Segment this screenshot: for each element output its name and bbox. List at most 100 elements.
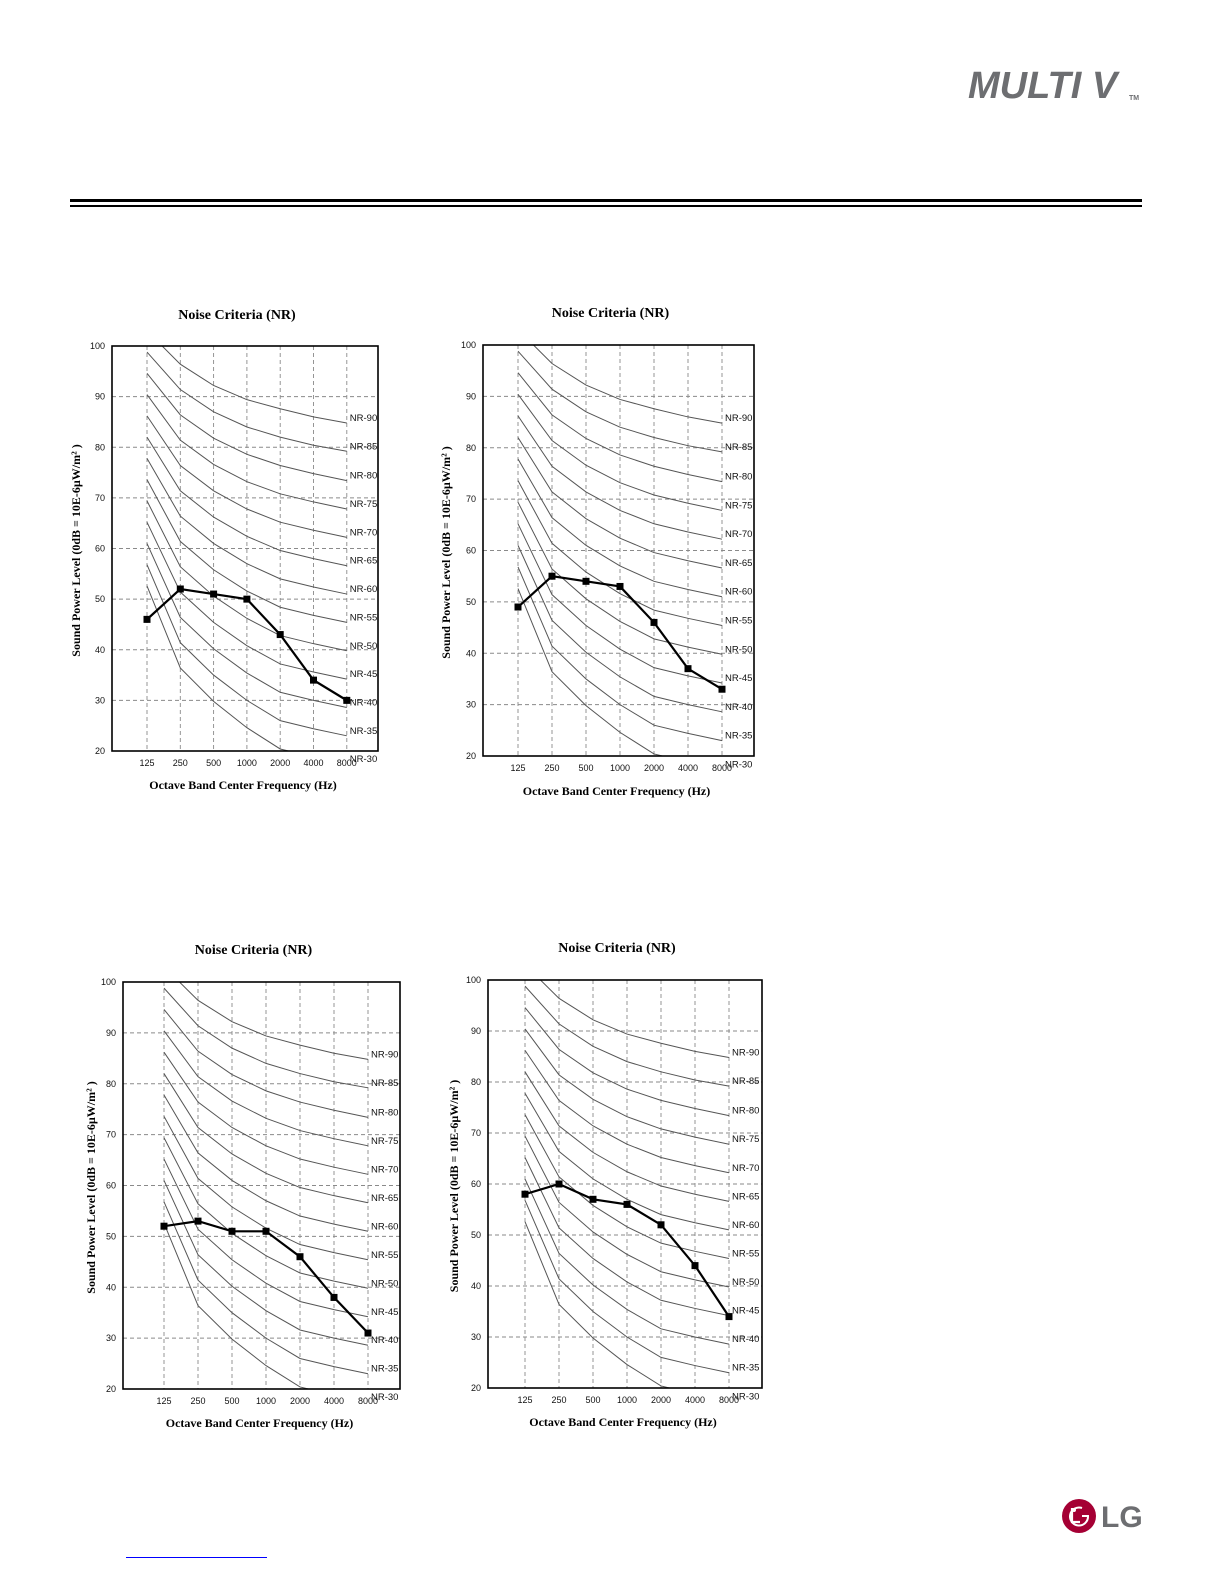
- nr-curve-label: NR-80: [350, 471, 377, 482]
- x-axis-label: Octave Band Center Frequency (Hz): [149, 778, 337, 792]
- nr-curve: [517, 415, 723, 540]
- nr-curve: [163, 1094, 369, 1232]
- nr-curve: [146, 479, 347, 623]
- nr-curve: [524, 1050, 730, 1174]
- data-point: [718, 685, 726, 693]
- nr-curve: [517, 480, 723, 626]
- x-tick-label: 500: [585, 1395, 600, 1405]
- nr-curve-label: NR-70: [371, 1164, 398, 1175]
- x-tick-label: 8000: [712, 763, 732, 773]
- nr-chart-4: Noise Criteria (NR) 20 30 40 50 60 70 80 90 100 12…: [438, 933, 778, 1438]
- nr-chart-svg: Noise Criteria (NR) 20 30 40 50 60 70 80 90 100 12…: [439, 306, 755, 798]
- nr-curve: [517, 372, 723, 483]
- nr-curve: [163, 1222, 311, 1389]
- y-tick-label: 90: [466, 391, 476, 401]
- data-point: [555, 1180, 563, 1188]
- y-axis-label: Sound Power Level (0dB = 10E-6µW/m² ): [84, 1081, 98, 1293]
- nr-curve-label: NR-65: [725, 558, 752, 569]
- nr-curve: [146, 458, 347, 595]
- nr-curve: [146, 564, 347, 737]
- nr-curve-label: NR-35: [350, 726, 377, 737]
- nr-curve: [517, 350, 723, 453]
- y-tick-label: 70: [471, 1128, 481, 1138]
- y-tick-label: 100: [461, 340, 476, 350]
- nr-curve-label: NR-75: [725, 500, 752, 511]
- nr-curve: [532, 345, 723, 424]
- nr-curve: [524, 1157, 730, 1317]
- nr-curve-label: NR-55: [371, 1250, 398, 1261]
- y-tick-label: 80: [95, 442, 105, 452]
- nr-curve: [517, 394, 723, 511]
- nr-curve: [163, 1180, 369, 1346]
- nr-curve: [524, 1221, 672, 1388]
- nr-curve: [524, 1071, 730, 1202]
- nr-curve: [146, 373, 347, 482]
- nr-curve: [146, 436, 347, 567]
- y-axis-label: Sound Power Level (0dB = 10E-6µW/m² ): [447, 1080, 461, 1292]
- nr-curve: [517, 523, 723, 684]
- y-tick-label: 20: [471, 1383, 481, 1393]
- x-tick-label: 4000: [678, 763, 698, 773]
- data-point: [276, 631, 284, 639]
- lg-logo-text: LG: [1101, 1501, 1142, 1534]
- chart-title: Noise Criteria (NR): [178, 308, 296, 323]
- nr-curve-label: NR-50: [371, 1278, 398, 1289]
- y-tick-label: 40: [106, 1282, 116, 1292]
- x-tick-label: 8000: [337, 758, 357, 768]
- y-tick-label: 30: [106, 1333, 116, 1343]
- y-tick-label: 70: [106, 1130, 116, 1140]
- nr-curve-label: NR-85: [725, 442, 752, 453]
- nr-curve-label: NR-40: [371, 1335, 398, 1346]
- nr-curve: [524, 1178, 730, 1345]
- data-point: [691, 1262, 699, 1270]
- footer-link-underline[interactable]: [126, 1557, 267, 1558]
- y-tick-label: 50: [466, 597, 476, 607]
- y-tick-label: 100: [90, 341, 105, 351]
- x-axis-label: Octave Band Center Frequency (Hz): [529, 1415, 717, 1429]
- nr-curve-label: NR-40: [732, 1334, 759, 1345]
- header-rule-thin: [70, 205, 1142, 207]
- x-tick-label: 500: [224, 1396, 239, 1406]
- y-tick-label: 60: [471, 1179, 481, 1189]
- nr-curve: [517, 566, 723, 742]
- nr-curve-label: NR-75: [371, 1136, 398, 1147]
- nr-curve-label: NR-55: [350, 612, 377, 623]
- x-tick-label: 250: [544, 763, 559, 773]
- nr-curve: [163, 1030, 369, 1147]
- y-tick-label: 70: [95, 493, 105, 503]
- nr-curve: [146, 543, 347, 708]
- data-point: [521, 1190, 529, 1198]
- nr-curve-label: NR-45: [725, 673, 752, 684]
- nr-curve-label: NR-80: [732, 1106, 759, 1117]
- y-tick-label: 30: [95, 695, 105, 705]
- y-tick-label: 80: [471, 1077, 481, 1087]
- y-tick-label: 60: [466, 546, 476, 556]
- nr-curve-label: NR-40: [725, 702, 752, 713]
- nr-curve-label: NR-70: [350, 527, 377, 538]
- nr-curve: [524, 1114, 730, 1259]
- y-tick-label: 90: [106, 1028, 116, 1038]
- nr-curve: [517, 458, 723, 598]
- trademark-mark: TM: [1129, 95, 1139, 102]
- y-tick-label: 30: [466, 700, 476, 710]
- nr-curve: [146, 394, 347, 510]
- y-tick-label: 20: [106, 1384, 116, 1394]
- nr-curve-label: NR-45: [732, 1306, 759, 1317]
- data-point: [582, 577, 590, 585]
- nr-curve-label: NR-80: [371, 1107, 398, 1118]
- data-point: [725, 1313, 733, 1321]
- x-tick-label: 250: [190, 1396, 205, 1406]
- nr-curve-label: NR-90: [725, 413, 752, 424]
- data-point: [343, 696, 351, 704]
- data-point: [228, 1227, 236, 1235]
- y-tick-label: 80: [466, 443, 476, 453]
- x-tick-label: 125: [156, 1396, 171, 1406]
- nr-curve: [178, 982, 369, 1060]
- data-point: [330, 1293, 338, 1301]
- nr-curve-label: NR-30: [350, 754, 377, 765]
- data-point: [176, 585, 184, 593]
- plot-frame: [111, 345, 379, 752]
- x-tick-label: 500: [206, 758, 221, 768]
- nr-curve: [161, 346, 347, 424]
- nr-chart-svg: Noise Criteria (NR) 20 30 40 50 60 70 80 90 100 12…: [69, 308, 379, 792]
